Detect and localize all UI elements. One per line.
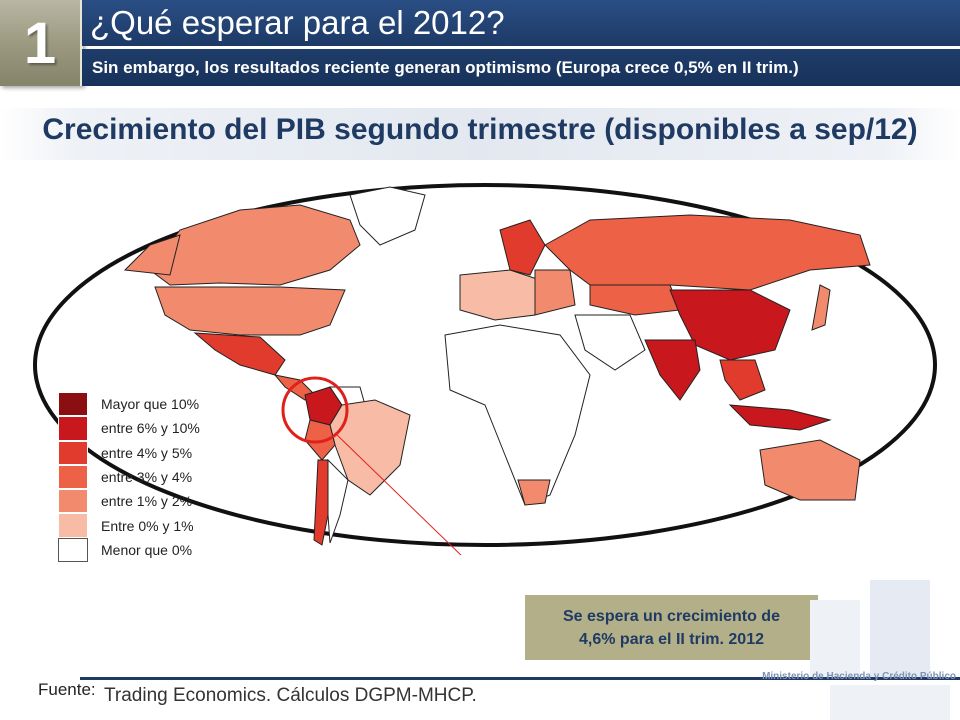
source-label: Fuente: [38,680,96,699]
source-text: Trading Economics. Cálculos DGPM-MHCP. [104,685,477,706]
legend-item: entre 3% y 4% [58,464,248,490]
region-europe-east [534,269,576,316]
title-bar: ¿Qué esperar para el 2012? [82,0,960,46]
slide-subtitle: Sin embargo, los resultados reciente gen… [92,58,799,77]
legend-item: Entre 0% y 1% [58,513,248,538]
region-middle-east [574,314,646,371]
region-south-africa [517,479,551,506]
callout-line-2: 4,6% para el II trim. 2012 [579,630,764,648]
legend-label: entre 3% y 4% [101,469,193,486]
legend-item: Menor que 0% [58,537,248,563]
region-africa [444,324,591,506]
world-map [33,183,937,555]
region-southeast-asia [719,359,766,401]
region-india [644,339,701,401]
footer-line [80,677,960,680]
map-heading: Crecimiento del PIB segundo trimestre (d… [42,113,918,146]
legend-label: Entre 0% y 1% [101,517,194,534]
map-frame-ellipse [33,183,937,547]
legend-item: entre 4% y 5% [58,440,248,465]
subtitle-bar: Sin embargo, los resultados reciente gen… [82,49,960,86]
legend-label: entre 1% y 2% [101,493,193,510]
legend-item: entre 6% y 10% [58,416,248,441]
slide-number-badge: 1 [0,0,83,86]
legend-swatch [58,392,88,417]
region-australia [759,439,861,501]
region-central-asia [589,284,681,316]
legend-swatch [58,440,88,465]
region-canada [149,204,361,286]
region-mexico [193,332,286,376]
region-alaska [123,234,181,276]
region-greenland [349,186,426,246]
footer-decoration [810,580,950,720]
region-peru [304,419,336,461]
growth-callout: Se espera un crecimiento de 4,6% para el… [525,595,818,660]
region-japan [811,284,831,331]
ministry-logo-text: Ministerio de Hacienda y Crédito Público [762,671,956,682]
region-usa [154,286,346,336]
map-legend: Mayor que 10% entre 6% y 10% entre 4% y … [58,392,248,563]
legend-swatch [58,464,88,490]
legend-label: Menor que 0% [101,541,193,558]
legend-item: Mayor que 10% [58,392,248,417]
legend-swatch [58,489,88,514]
region-russia [544,214,871,291]
legend-swatch [58,513,88,538]
slide-number: 1 [23,10,57,76]
heading-band [0,108,960,160]
legend-label: Mayor que 10% [101,396,200,413]
region-indonesia [728,404,832,431]
callout-arrow [334,432,462,555]
region-china [669,289,791,361]
callout-line-1: Se espera un crecimiento de [563,607,780,625]
highlight-circle [281,376,349,444]
legend-item: entre 1% y 2% [58,489,248,514]
legend-label: entre 4% y 5% [101,444,193,461]
slide-title: ¿Qué esperar para el 2012? [90,4,505,41]
region-chile [313,459,329,546]
region-europe-west [459,269,541,321]
region-argentina [327,458,349,544]
legend-swatch [58,537,88,563]
legend-swatch [58,416,88,441]
region-scandinavia [499,219,546,276]
legend-label: entre 6% y 10% [101,420,200,437]
